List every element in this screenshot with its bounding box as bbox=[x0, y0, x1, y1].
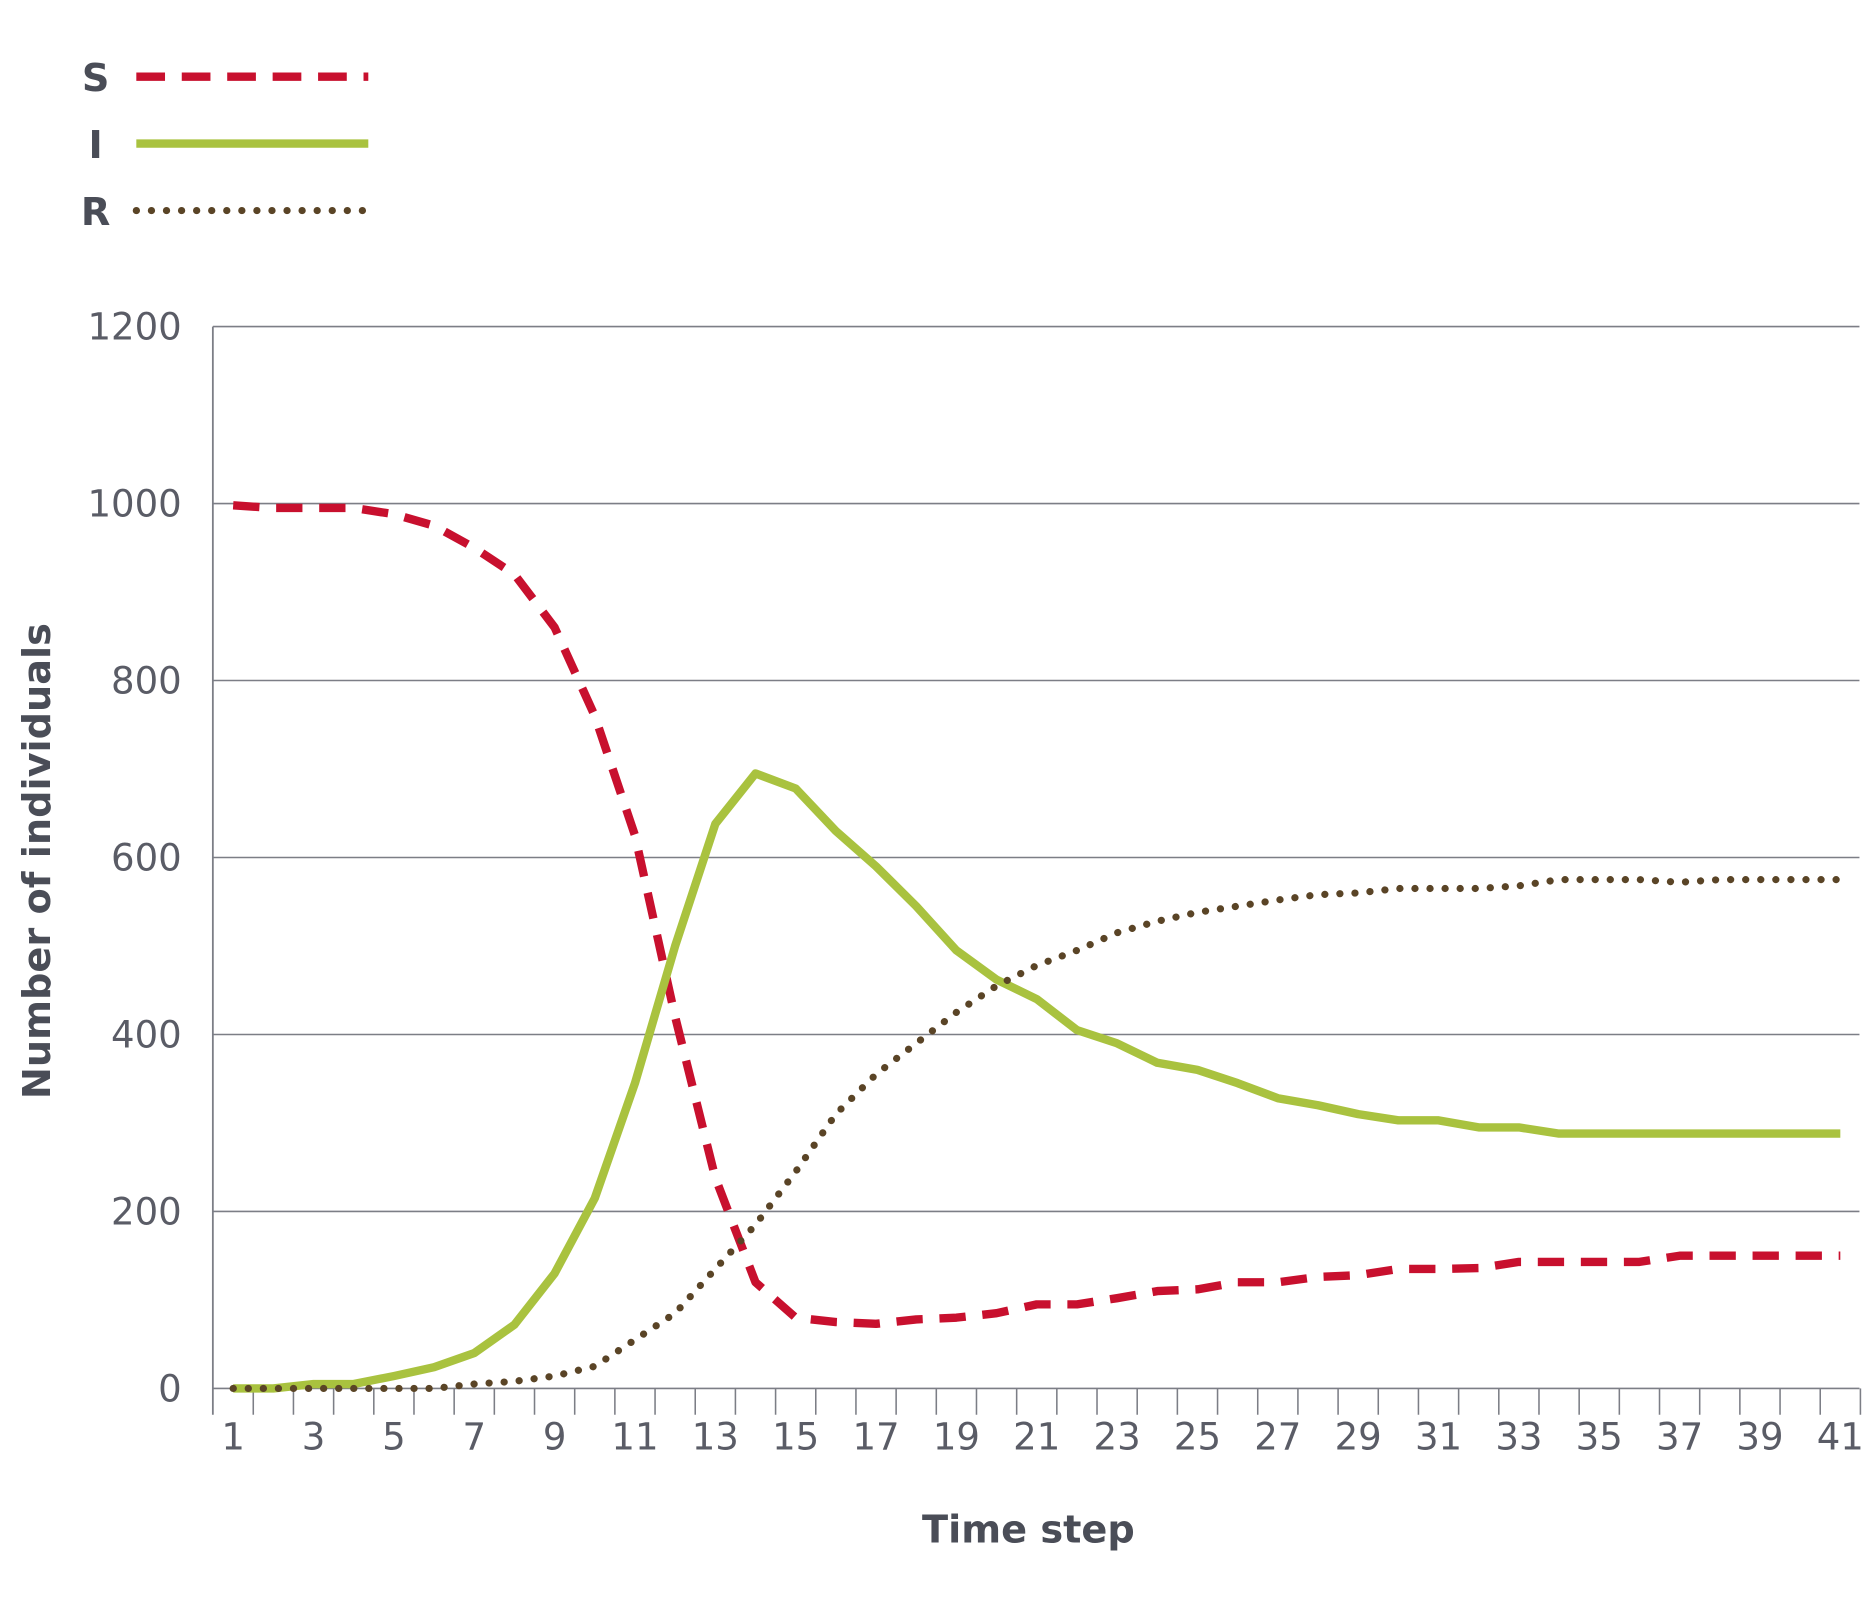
x-tick-label: 29 bbox=[1335, 1415, 1382, 1458]
x-tick-label: 33 bbox=[1495, 1415, 1542, 1458]
x-tick-label: 5 bbox=[382, 1415, 406, 1458]
x-tick-label: 3 bbox=[302, 1415, 326, 1458]
x-tick-label: 21 bbox=[1013, 1415, 1060, 1458]
series-line-R bbox=[229, 876, 1844, 1393]
gridlines bbox=[212, 325, 1860, 1390]
x-tick-label: 31 bbox=[1415, 1415, 1462, 1458]
series-lines bbox=[229, 501, 1844, 1393]
x-tick-label: 1 bbox=[221, 1415, 245, 1458]
y-tick-label: 200 bbox=[111, 1191, 182, 1234]
y-tick-label: 1000 bbox=[87, 483, 181, 526]
x-tick-label: 13 bbox=[692, 1415, 739, 1458]
x-tick-label: 27 bbox=[1254, 1415, 1301, 1458]
y-tick-label: 600 bbox=[111, 837, 182, 880]
x-tick-label: 23 bbox=[1094, 1415, 1141, 1458]
y-tick-label: 400 bbox=[111, 1014, 182, 1057]
x-tick-label: 19 bbox=[933, 1415, 980, 1458]
legend: SIR bbox=[81, 56, 372, 235]
y-tick-label: 800 bbox=[111, 660, 182, 703]
legend-label-S: S bbox=[82, 56, 110, 101]
legend-label-R: R bbox=[81, 190, 110, 235]
x-tick-label: 7 bbox=[462, 1415, 486, 1458]
series-line-S bbox=[232, 501, 1841, 1329]
x-tick-label: 25 bbox=[1174, 1415, 1221, 1458]
x-tick-label: 39 bbox=[1736, 1415, 1783, 1458]
x-axis-label: Time step bbox=[922, 1508, 1135, 1553]
x-tick-label: 9 bbox=[543, 1415, 567, 1458]
series-line-I bbox=[233, 769, 1841, 1393]
y-axis-label: Number of individuals bbox=[15, 623, 60, 1099]
x-tick-label: 11 bbox=[611, 1415, 658, 1458]
x-tick-label: 17 bbox=[852, 1415, 899, 1458]
x-tick-label: 37 bbox=[1656, 1415, 1703, 1458]
x-tick-label: 15 bbox=[772, 1415, 819, 1458]
y-tick-label: 0 bbox=[158, 1368, 182, 1411]
x-tick-label: 35 bbox=[1576, 1415, 1623, 1458]
x-tick-label: 41 bbox=[1817, 1415, 1864, 1458]
legend-label-I: I bbox=[89, 123, 103, 168]
y-tick-label: 1200 bbox=[87, 306, 181, 349]
